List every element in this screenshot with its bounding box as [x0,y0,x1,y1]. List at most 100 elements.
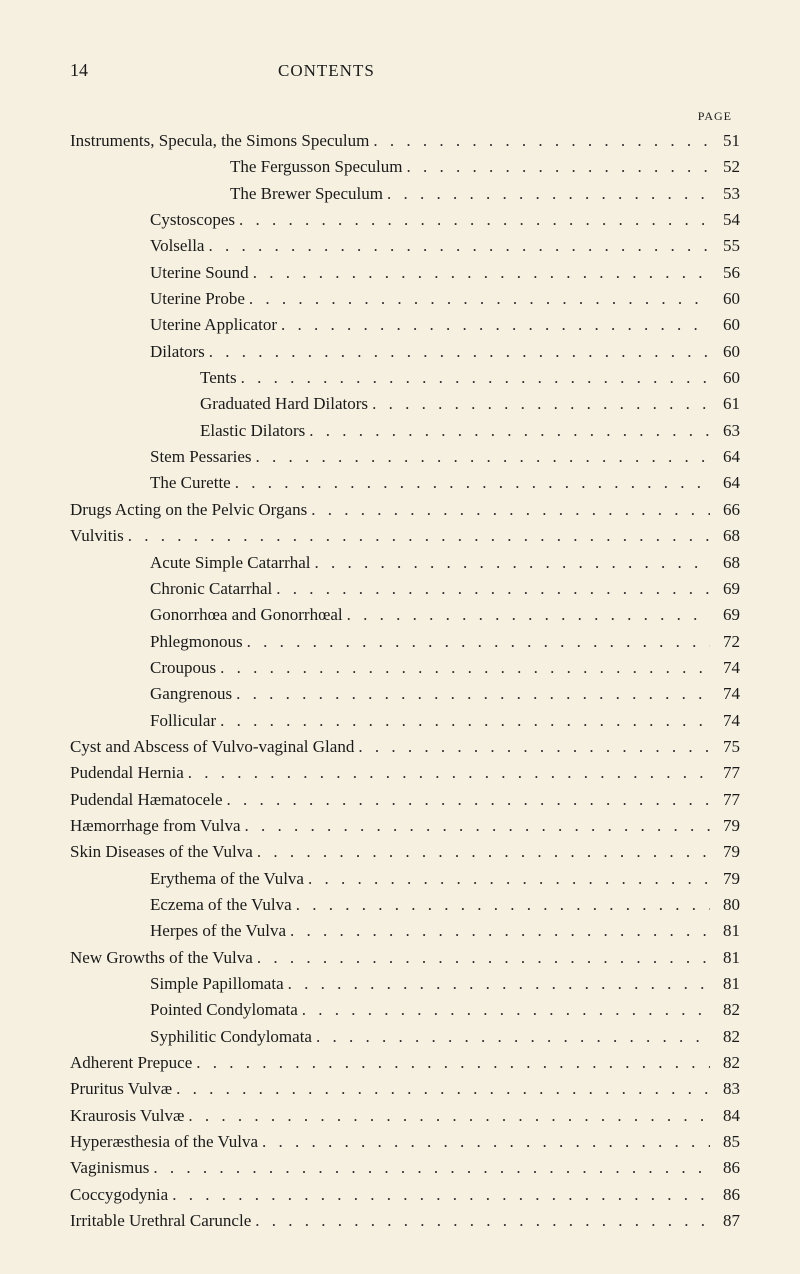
toc-entry-label: Elastic Dilators [200,418,305,444]
toc-entry-page: 82 [710,997,740,1023]
toc-entry-page: 74 [710,708,740,734]
toc-entry: The Curette64 [70,470,740,496]
toc-dots [343,602,710,628]
toc-entry: Cyst and Abscess of Vulvo-vaginal Gland7… [70,734,740,760]
toc-entry-page: 66 [710,497,740,523]
toc-entry-page: 55 [710,233,740,259]
toc-dots [149,1155,710,1181]
toc-entry: Uterine Sound56 [70,260,740,286]
toc-entry-label: Chronic Catarrhal [150,576,272,602]
toc-entry: Pointed Condylomata 82 [70,997,740,1023]
toc-entry-page: 64 [710,444,740,470]
toc-dots [305,418,710,444]
toc-entry-page: 79 [710,813,740,839]
toc-entry: Drugs Acting on the Pelvic Organs66 [70,497,740,523]
toc-entry-label: Volsella [150,233,204,259]
toc-entry-page: 77 [710,787,740,813]
toc-entry: Elastic Dilators63 [70,418,740,444]
toc-entry: Coccygodynia86 [70,1182,740,1208]
toc-dots [403,154,710,180]
toc-dots [292,892,710,918]
toc-entry-page: 77 [710,760,740,786]
toc-entry-label: Syphilitic Condylomata [150,1024,312,1050]
toc-entry-page: 79 [710,839,740,865]
toc-entry: Erythema of the Vulva79 [70,866,740,892]
toc-entry-label: Phlegmonous [150,629,243,655]
toc-entry-label: Stem Pessaries [150,444,252,470]
page-title: CONTENTS [278,61,375,81]
toc-entry-page: 60 [710,339,740,365]
toc-entry-page: 68 [710,523,740,549]
toc-entry-label: Gonorrhœa and Gonorrhœal [150,602,343,628]
toc-entry: Croupous74 [70,655,740,681]
toc-entry: Tents 60 [70,365,740,391]
toc-entry-label: Pruritus Vulvæ [70,1076,172,1102]
toc-entry-label: Pudendal Hernia [70,760,184,786]
toc-entry-label: Uterine Sound [150,260,249,286]
toc-entry-label: Dilators [150,339,205,365]
toc-entry: Cystoscopes54 [70,207,740,233]
toc-entry: Gonorrhœa and Gonorrhœal69 [70,602,740,628]
toc-entry: Volsella 55 [70,233,740,259]
toc-entry: Hyperæsthesia of the Vulva 85 [70,1129,740,1155]
toc-entry-page: 85 [710,1129,740,1155]
toc-entry-label: Eczema of the Vulva [150,892,292,918]
toc-entry-page: 75 [710,734,740,760]
toc-entry-page: 81 [710,918,740,944]
toc-entry-page: 86 [710,1155,740,1181]
toc-dots [272,576,710,602]
toc-entry: Dilators 60 [70,339,740,365]
toc-dots [223,787,711,813]
toc-entry-page: 60 [710,365,740,391]
toc-dots [237,365,710,391]
toc-entry: Instruments, Specula, the Simons Speculu… [70,128,740,154]
toc-entry-page: 81 [710,945,740,971]
toc-entry-label: Gangrenous [150,681,232,707]
toc-entry: Syphilitic Condylomata82 [70,1024,740,1050]
toc-entry-label: Coccygodynia [70,1182,168,1208]
toc-entry-label: Hyperæsthesia of the Vulva [70,1129,258,1155]
toc-dots [205,339,710,365]
toc-dots [369,128,710,154]
toc-entry-label: The Fergusson Speculum [230,154,403,180]
toc-dots [204,233,710,259]
toc-entry-page: 69 [710,576,740,602]
toc-dots [216,708,710,734]
toc-dots [253,945,710,971]
toc-dots [192,1050,710,1076]
toc-dots [124,523,710,549]
toc-entry: Pudendal Hæmatocele 77 [70,787,740,813]
toc-entry: Chronic Catarrhal 69 [70,576,740,602]
toc-entry-label: Herpes of the Vulva [150,918,286,944]
toc-entry: Vaginismus86 [70,1155,740,1181]
toc-entry: Gangrenous74 [70,681,740,707]
toc-entry: Pruritus Vulvæ 83 [70,1076,740,1102]
toc-entry-label: Pointed Condylomata [150,997,298,1023]
toc-entry: Eczema of the Vulva80 [70,892,740,918]
toc-entry: Simple Papillomata81 [70,971,740,997]
toc-entry-label: Pudendal Hæmatocele [70,787,223,813]
toc-entry-page: 82 [710,1050,740,1076]
toc-entry: Uterine Applicator 60 [70,312,740,338]
toc-dots [249,260,710,286]
toc-entry-label: Tents [200,365,237,391]
toc-entry-page: 83 [710,1076,740,1102]
toc-dots [216,655,710,681]
toc-entry-label: Uterine Applicator [150,312,277,338]
toc-entry-label: Irritable Urethral Caruncle [70,1208,251,1234]
toc-entry-page: 51 [710,128,740,154]
toc-entry: Phlegmonous72 [70,629,740,655]
toc-entry-page: 60 [710,312,740,338]
toc-container: Instruments, Specula, the Simons Speculu… [70,128,740,1234]
toc-entry: Herpes of the Vulva 81 [70,918,740,944]
toc-entry-label: Instruments, Specula, the Simons Speculu… [70,128,369,154]
toc-dots [304,866,710,892]
toc-dots [168,1182,710,1208]
toc-dots [258,1129,710,1155]
toc-entry: The Brewer Speculum53 [70,181,740,207]
toc-dots [354,734,710,760]
toc-dots [311,550,710,576]
toc-dots [312,1024,710,1050]
toc-dots [368,391,710,417]
toc-entry-page: 61 [710,391,740,417]
